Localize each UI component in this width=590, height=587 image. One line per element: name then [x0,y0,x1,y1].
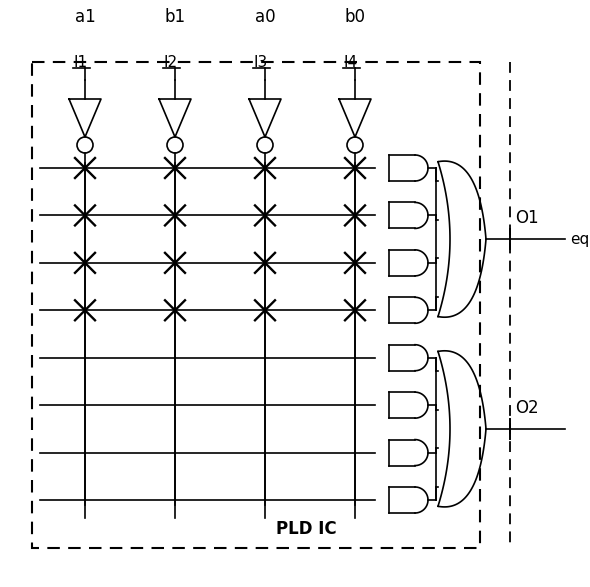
Text: I4: I4 [344,55,358,70]
Text: PLD IC: PLD IC [276,520,336,538]
Text: b1: b1 [165,8,186,26]
Bar [32,62,480,548]
Text: a0: a0 [255,8,276,26]
Text: O2: O2 [515,399,539,417]
Text: I2: I2 [164,55,178,70]
Text: O1: O1 [515,209,539,227]
Text: eq: eq [570,232,589,247]
Text: I1: I1 [74,55,88,70]
Text: a1: a1 [74,8,96,26]
Text: b0: b0 [345,8,365,26]
Text: I3: I3 [254,55,268,70]
